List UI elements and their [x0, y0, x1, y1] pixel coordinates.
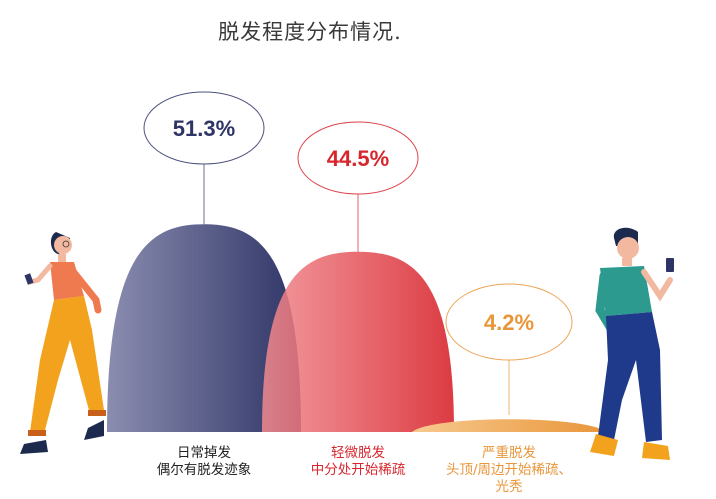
value-label-2: 44.5%	[327, 146, 389, 171]
category-label-3: 严重脱发 头顶/周边开始稀疏、 光秃	[399, 445, 619, 496]
hill-1	[107, 224, 301, 432]
category-label-line: 日常掉发	[177, 445, 231, 461]
category-label-line: 头顶/周边开始稀疏、	[445, 462, 573, 478]
category-label-line: 光秃	[495, 479, 523, 495]
category-label-line: 严重脱发	[482, 445, 536, 461]
chart-marks: 51.3% 44.5% 4.2%	[107, 91, 606, 432]
category-label-2: 轻微脱发 中分处开始稀疏	[248, 445, 468, 479]
category-label-line: 偶尔有脱发迹象	[156, 462, 252, 478]
chart-title: 脱发程度分布情况.	[218, 20, 402, 44]
hill-3	[412, 419, 606, 432]
value-bubble-1	[143, 91, 265, 165]
hill-2	[262, 251, 454, 432]
value-label-1: 51.3%	[173, 116, 235, 141]
category-label-line: 中分处开始稀疏	[310, 462, 406, 478]
category-label-line: 轻微脱发	[331, 445, 385, 461]
man-with-phone-illustration	[590, 227, 674, 460]
category-label-1: 日常掉发 偶尔有脱发迹象	[94, 445, 314, 479]
value-label-3: 4.2%	[484, 310, 534, 335]
woman-with-phone-illustration	[20, 232, 106, 454]
value-bubble-3	[445, 283, 573, 361]
value-bubble-2	[297, 121, 419, 195]
